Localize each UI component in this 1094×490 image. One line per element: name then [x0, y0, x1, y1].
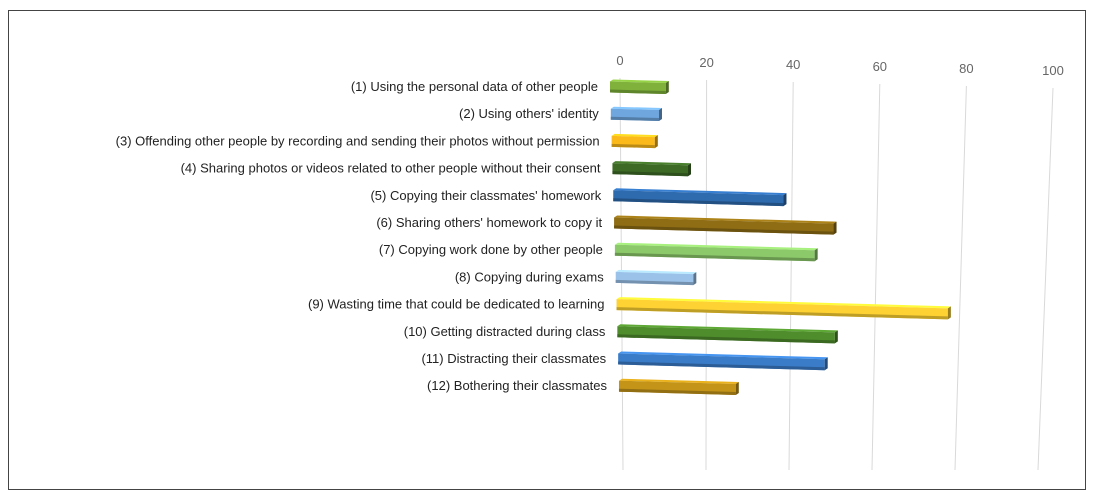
x-tick-label: 20 — [699, 55, 713, 70]
category-label: (9) Wasting time that could be dedicated… — [308, 297, 605, 312]
gridline — [788, 81, 794, 471]
bar — [618, 351, 828, 371]
bar — [616, 297, 951, 320]
category-label: (12) Bothering their classmates — [427, 378, 607, 393]
bar — [611, 133, 658, 149]
x-tick-label: 80 — [959, 61, 973, 76]
category-label: (7) Copying work done by other people — [379, 242, 603, 257]
bar-chart: 0 20 40 60 80 100 (1) Using the personal data … — [116, 53, 1064, 471]
bar — [610, 106, 662, 122]
bar — [614, 242, 818, 262]
x-tick-label: 0 — [616, 53, 623, 68]
category-label: (10) Getting distracted during class — [404, 324, 606, 339]
gridline — [705, 79, 708, 471]
category-label: (5) Copying their classmates' homework — [370, 188, 601, 203]
gridline — [954, 85, 967, 471]
x-tick-label: 100 — [1042, 63, 1064, 78]
bar — [614, 215, 837, 235]
category-label: (2) Using others' identity — [459, 106, 599, 121]
category-label: (4) Sharing photos or videos related to … — [181, 161, 601, 176]
bar — [610, 79, 669, 95]
category-label: (8) Copying during exams — [455, 269, 604, 284]
category-label: (11) Distracting their classmates — [421, 351, 606, 366]
x-tick-label: 40 — [786, 57, 800, 72]
gridline — [1037, 87, 1054, 471]
bar — [618, 378, 739, 395]
x-tick-label: 60 — [873, 59, 887, 74]
category-label: (3) Offending other people by recording … — [116, 133, 600, 148]
category-label: (6) Sharing others' homework to copy it — [376, 215, 602, 230]
gridline — [871, 83, 881, 471]
bar — [615, 269, 697, 286]
bar — [617, 324, 838, 344]
bar — [612, 161, 692, 177]
bar — [613, 188, 787, 207]
category-label: (1) Using the personal data of other peo… — [351, 79, 598, 94]
